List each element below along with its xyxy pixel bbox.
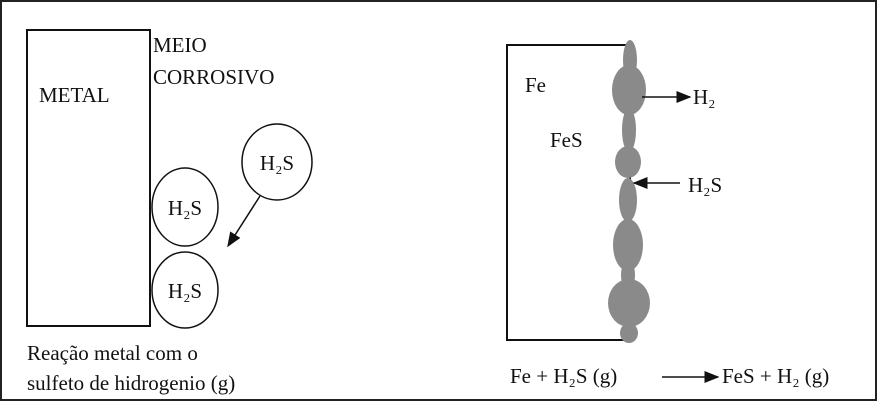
molecule-label: H₂S: [168, 196, 202, 220]
diagram: METAL MEIO CORROSIVO H₂S H₂S H₂S Reação …: [0, 0, 877, 401]
fes-layer: [608, 40, 650, 343]
medium-label: CORROSIVO: [153, 65, 274, 89]
equation: FeS + H₂ (g): [722, 364, 829, 388]
equation: Fe + H₂S (g): [510, 364, 617, 388]
caption: Reação metal com o: [27, 341, 198, 365]
h2-label: H₂: [693, 85, 716, 109]
medium-label: MEIO: [153, 33, 207, 57]
metal-label: METAL: [39, 83, 110, 107]
metal-block: [27, 30, 150, 326]
fes-label: FeS: [550, 128, 583, 152]
molecule-label: H₂S: [260, 151, 294, 175]
caption: sulfeto de hidrogenio (g): [27, 371, 235, 395]
h2s-label: H₂S: [688, 173, 722, 197]
arrow: [228, 196, 260, 246]
molecule-label: H₂S: [168, 279, 202, 303]
fe-label: Fe: [525, 73, 546, 97]
